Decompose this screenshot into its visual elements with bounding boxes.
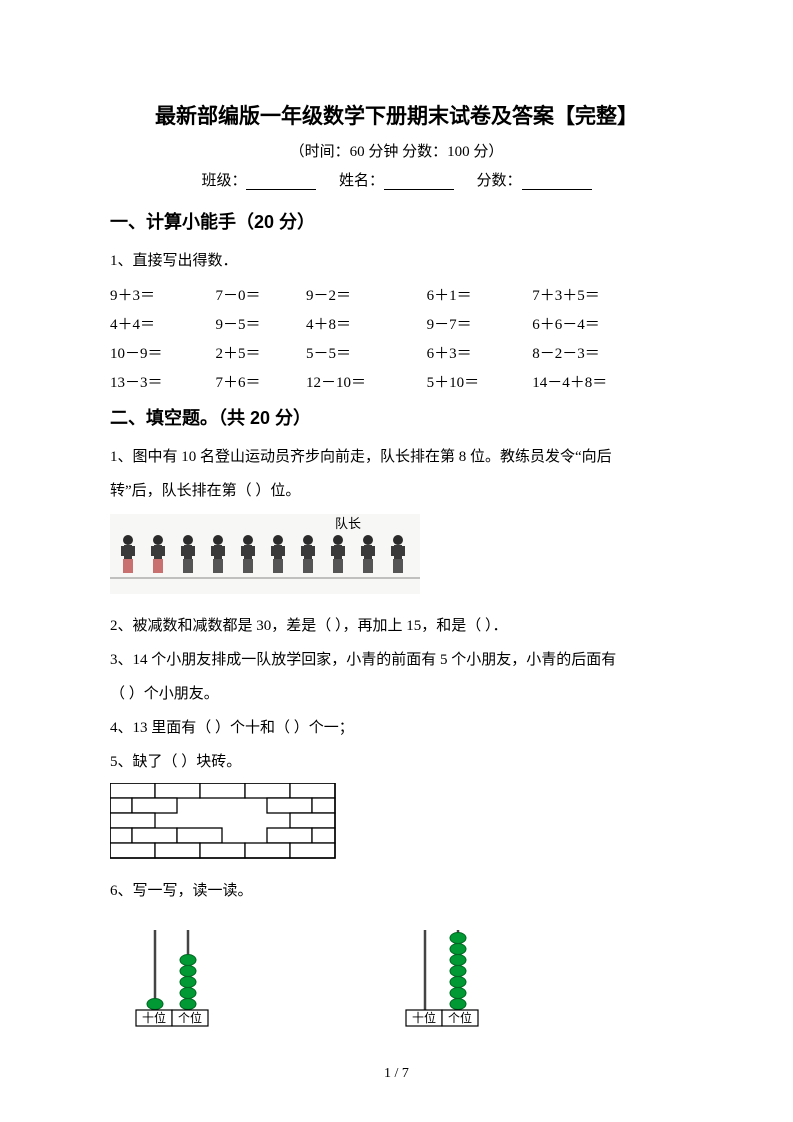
svg-text:个位: 个位 — [178, 1010, 202, 1025]
abacus-icon: 十位 个位 — [400, 920, 490, 1030]
climbers-image: 队长 — [110, 514, 683, 599]
s2-q4: 4、13 里面有（ ）个十和（ ）个一； — [110, 713, 683, 743]
s2-q1-line1: 1、图中有 10 名登山运动员齐步向前走，队长排在第 8 位。教练员发令“向后 — [110, 442, 683, 472]
page-number: 1 / 7 — [0, 1066, 793, 1082]
calc-cell: 4＋4＝ — [110, 309, 216, 338]
s2-q6: 6、写一写，读一读。 — [110, 876, 683, 906]
calc-cell: 5－5＝ — [306, 338, 427, 367]
calc-cell: 6＋3＝ — [427, 338, 533, 367]
calc-cell: 9－7＝ — [427, 309, 533, 338]
calc-cell: 6＋6－4＝ — [532, 309, 683, 338]
page-title: 最新部编版一年级数学下册期末试卷及答案【完整】 — [110, 100, 683, 130]
calc-cell: 9－2＝ — [306, 280, 427, 309]
svg-text:十位: 十位 — [142, 1010, 166, 1025]
s2-q2: 2、被减数和减数都是 30，差是（ ），再加上 15，和是（ ）． — [110, 611, 683, 641]
svg-text:十位: 十位 — [412, 1010, 436, 1025]
calc-cell: 7＋6＝ — [216, 367, 306, 396]
name-blank — [384, 175, 454, 190]
calc-cell: 7－0＝ — [216, 280, 306, 309]
score-blank — [522, 175, 592, 190]
calc-cell: 5＋10＝ — [427, 367, 533, 396]
q1-label: 1、直接写出得数． — [110, 246, 683, 276]
calc-cell: 4＋8＝ — [306, 309, 427, 338]
calc-cell: 9－5＝ — [216, 309, 306, 338]
calc-cell: 2＋5＝ — [216, 338, 306, 367]
section1-heading: 一、计算小能手（20 分） — [110, 208, 683, 234]
abacus-icon: 十位 个位 — [130, 920, 220, 1030]
table-row: 13－3＝ 7＋6＝ 12－10＝ 5＋10＝ 14－4＋8＝ — [110, 367, 683, 396]
calc-cell: 7＋3＋5＝ — [532, 280, 683, 309]
class-blank — [246, 175, 316, 190]
calc-cell: 14－4＋8＝ — [532, 367, 683, 396]
calc-cell: 9＋3＝ — [110, 280, 216, 309]
abacus-row: 十位 个位 十位 个位 — [130, 920, 683, 1030]
score-label: 分数： — [477, 173, 522, 189]
class-label: 班级： — [201, 173, 246, 189]
calc-cell: 6＋1＝ — [427, 280, 533, 309]
calc-table: 9＋3＝ 7－0＝ 9－2＝ 6＋1＝ 7＋3＋5＝ 4＋4＝ 9－5＝ 4＋8… — [110, 280, 683, 396]
calc-cell: 8－2－3＝ — [532, 338, 683, 367]
subtitle: （时间：60 分钟 分数：100 分） — [110, 140, 683, 161]
svg-text:个位: 个位 — [448, 1010, 472, 1025]
table-row: 10－9＝ 2＋5＝ 5－5＝ 6＋3＝ 8－2－3＝ — [110, 338, 683, 367]
s2-q3-line1: 3、14 个小朋友排成一队放学回家，小青的前面有 5 个小朋友，小青的后面有 — [110, 645, 683, 675]
calc-cell: 10－9＝ — [110, 338, 216, 367]
leader-label: 队长 — [335, 516, 361, 531]
s2-q3-line2: （ ）个小朋友。 — [110, 679, 683, 709]
calc-cell: 13－3＝ — [110, 367, 216, 396]
table-row: 9＋3＝ 7－0＝ 9－2＝ 6＋1＝ 7＋3＋5＝ — [110, 280, 683, 309]
name-label: 姓名： — [339, 173, 384, 189]
info-row: 班级： 姓名： 分数： — [110, 169, 683, 190]
section2-heading: 二、填空题。（共 20 分） — [110, 404, 683, 430]
calc-cell: 12－10＝ — [306, 367, 427, 396]
table-row: 4＋4＝ 9－5＝ 4＋8＝ 9－7＝ 6＋6－4＝ — [110, 309, 683, 338]
s2-q5: 5、缺了（ ）块砖。 — [110, 747, 683, 777]
brick-wall-image — [110, 783, 683, 866]
s2-q1-line2: 转”后，队长排在第（ ）位。 — [110, 476, 683, 506]
